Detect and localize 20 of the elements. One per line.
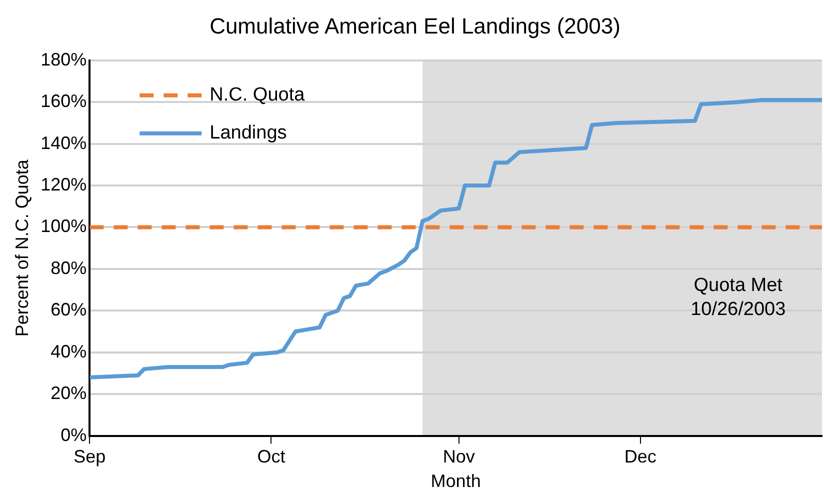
x-tick-label: Dec bbox=[624, 446, 656, 467]
y-tick-label: 0% bbox=[60, 424, 87, 445]
x-tick-label: Sep bbox=[74, 446, 106, 467]
x-tick-label: Oct bbox=[257, 446, 286, 467]
y-tick-label: 100% bbox=[40, 216, 87, 236]
y-tick-label: 20% bbox=[50, 383, 87, 404]
y-tick-label: 40% bbox=[50, 341, 87, 362]
legend-label: Landings bbox=[210, 122, 287, 144]
y-tick-label: 160% bbox=[40, 91, 87, 112]
y-tick-label: 180% bbox=[40, 49, 87, 70]
y-tick-label: 60% bbox=[50, 300, 87, 320]
band-label: Quota Met 10/26/2003 bbox=[690, 275, 786, 320]
x-axis-title: Month bbox=[430, 471, 481, 492]
y-tick-label: 120% bbox=[40, 174, 87, 194]
chart-title: Cumulative American Eel Landings (2003) bbox=[210, 13, 620, 38]
y-tick-label: 80% bbox=[50, 258, 87, 278]
x-tick-label: Nov bbox=[442, 446, 475, 467]
legend-label: N.C. Quota bbox=[210, 84, 306, 106]
y-axis-title: Percent of N.C. Quota bbox=[12, 158, 32, 337]
y-tick-label: 140% bbox=[40, 132, 87, 153]
